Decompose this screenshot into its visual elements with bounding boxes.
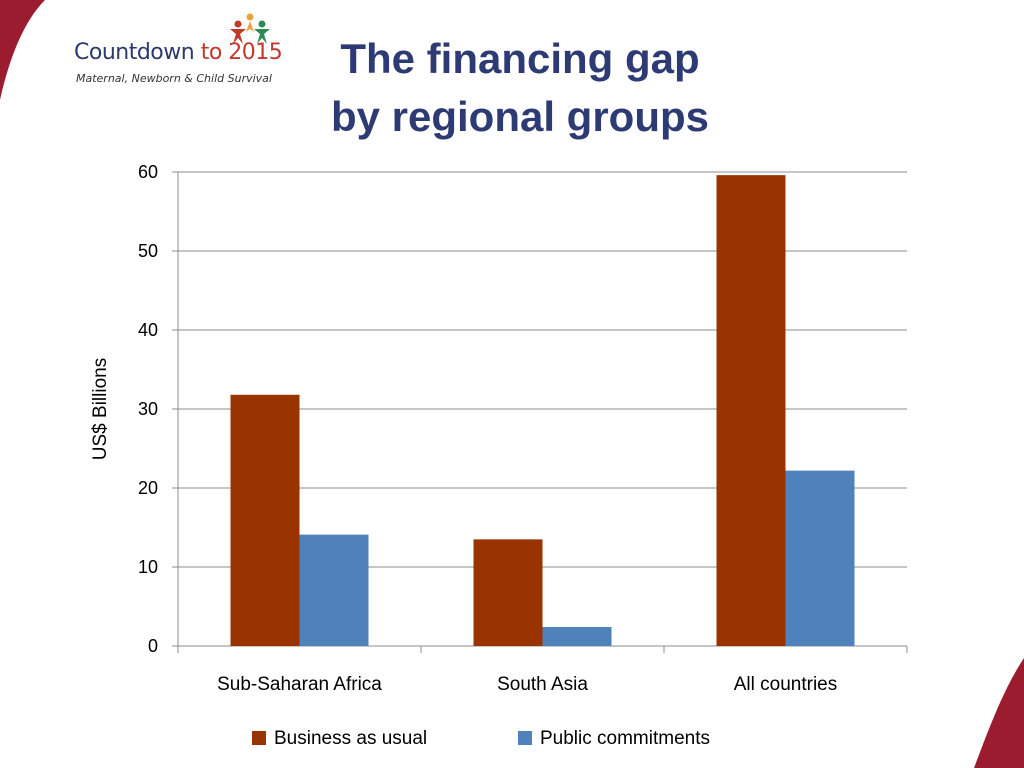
legend-item-public-commitments: Public commitments — [518, 728, 710, 750]
logo-subtitle: Maternal, Newborn & Child Survival — [76, 72, 272, 85]
slide-title: The financing gap by regional groups — [300, 30, 740, 146]
bar-public-commitments — [785, 470, 855, 646]
x-tick-label: All countries — [734, 674, 838, 695]
y-tick-label: 0 — [148, 636, 158, 656]
y-tick-label: 40 — [138, 320, 158, 340]
corner-decoration-top-left — [0, 0, 45, 100]
bar-public-commitments — [542, 627, 612, 646]
x-tick-label: Sub-Saharan Africa — [217, 674, 382, 695]
logo-name-accent: to 2015 — [200, 40, 283, 65]
y-axis-label: US$ Billions — [90, 358, 111, 460]
legend-label-public-commitments: Public commitments — [540, 728, 710, 749]
bar-business-as-usual — [230, 394, 300, 646]
slide-title-line-1: The financing gap — [340, 35, 700, 82]
legend-label-business-as-usual: Business as usual — [274, 728, 428, 749]
people-figures-icon — [230, 13, 270, 44]
bar-business-as-usual — [716, 175, 786, 646]
y-tick-label: 30 — [138, 399, 158, 419]
logo-name-main: Countdown — [74, 40, 201, 65]
legend-item-business-as-usual: Business as usual — [252, 728, 427, 750]
slide-title-line-2: by regional groups — [330, 93, 710, 140]
logo-wordmark: Countdown to 2015 — [74, 40, 283, 65]
legend-swatch-business-as-usual — [252, 731, 266, 745]
y-tick-label: 60 — [138, 162, 158, 182]
legend-swatch-public-commitments — [518, 731, 532, 745]
y-tick-label: 50 — [138, 241, 158, 261]
y-tick-label: 20 — [138, 478, 158, 498]
countdown-logo: Countdown to 2015 Maternal, Newborn & Ch… — [74, 12, 304, 92]
bar-public-commitments — [299, 534, 369, 646]
bar-business-as-usual — [473, 539, 543, 646]
x-tick-label: South Asia — [497, 674, 588, 695]
y-tick-label: 10 — [138, 557, 158, 577]
corner-decoration-bottom-right — [974, 658, 1024, 768]
